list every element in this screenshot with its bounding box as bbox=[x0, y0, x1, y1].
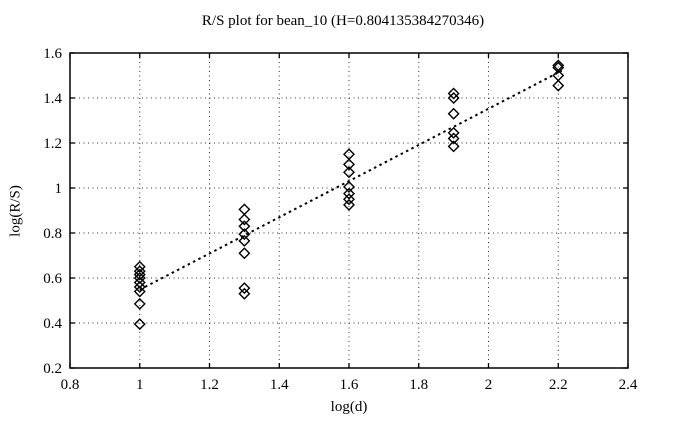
data-point-diamond bbox=[552, 79, 565, 92]
x-tick-label: 1 bbox=[136, 377, 144, 393]
data-point-diamond bbox=[133, 276, 146, 289]
y-tick-label: 0.4 bbox=[43, 316, 62, 332]
y-tick-label: 0.2 bbox=[43, 361, 62, 377]
data-point-diamond bbox=[133, 272, 146, 284]
chart-title: R/S plot for bean_10 (H=0.80413538427034… bbox=[201, 13, 485, 29]
x-tick-label: 1.4 bbox=[270, 377, 289, 393]
data-point-diamond bbox=[133, 285, 146, 298]
data-point-diamond bbox=[238, 220, 251, 233]
data-point-diamond bbox=[133, 318, 146, 331]
x-tick-label: 1.6 bbox=[340, 377, 359, 393]
x-tick-label: 0.8 bbox=[61, 377, 80, 393]
data-point-diamond bbox=[133, 268, 146, 281]
x-tick-label: 2.4 bbox=[619, 377, 638, 393]
x-tick-label: 2.2 bbox=[549, 377, 568, 393]
data-point-diamond bbox=[238, 282, 251, 295]
data-point-diamond bbox=[343, 148, 355, 161]
y-tick-label: 1.4 bbox=[43, 91, 62, 107]
fit-line bbox=[139, 69, 563, 291]
data-point-diamond bbox=[238, 213, 251, 226]
data-point-diamond bbox=[343, 180, 355, 193]
data-point-diamond bbox=[343, 187, 355, 200]
data-point-diamond bbox=[343, 158, 355, 171]
data-point-diamond bbox=[552, 61, 565, 74]
data-point-diamond bbox=[343, 193, 355, 206]
data-point-diamond bbox=[343, 198, 355, 211]
y-tick-label: 1 bbox=[55, 181, 63, 197]
x-tick-label: 1.8 bbox=[409, 377, 428, 393]
data-point-diamond bbox=[133, 265, 146, 278]
data-point-diamond bbox=[238, 247, 251, 260]
data-point-diamond bbox=[447, 132, 460, 145]
data-point-diamond bbox=[447, 107, 460, 120]
y-tick-label: 1.6 bbox=[43, 46, 62, 62]
data-point-diamond bbox=[447, 140, 460, 153]
data-point-diamond bbox=[238, 203, 251, 216]
y-tick-label: 0.6 bbox=[43, 271, 62, 287]
data-point-diamond bbox=[238, 287, 251, 300]
y-tick-label: 0.8 bbox=[43, 226, 62, 242]
data-point-diamond bbox=[133, 260, 146, 273]
data-point-diamond bbox=[133, 281, 146, 293]
data-point-diamond bbox=[238, 228, 251, 241]
data-point-diamond bbox=[238, 234, 251, 247]
x-tick-label: 2 bbox=[485, 377, 493, 393]
y-tick-label: 1.2 bbox=[43, 136, 62, 152]
data-point-diamond bbox=[447, 126, 460, 139]
data-point-diamond bbox=[447, 92, 460, 104]
data-point-diamond bbox=[343, 166, 355, 179]
x-axis-label: log(d) bbox=[330, 399, 368, 415]
data-point-diamond bbox=[133, 297, 146, 310]
data-point-diamond bbox=[447, 87, 460, 100]
x-tick-label: 1.2 bbox=[200, 377, 219, 393]
